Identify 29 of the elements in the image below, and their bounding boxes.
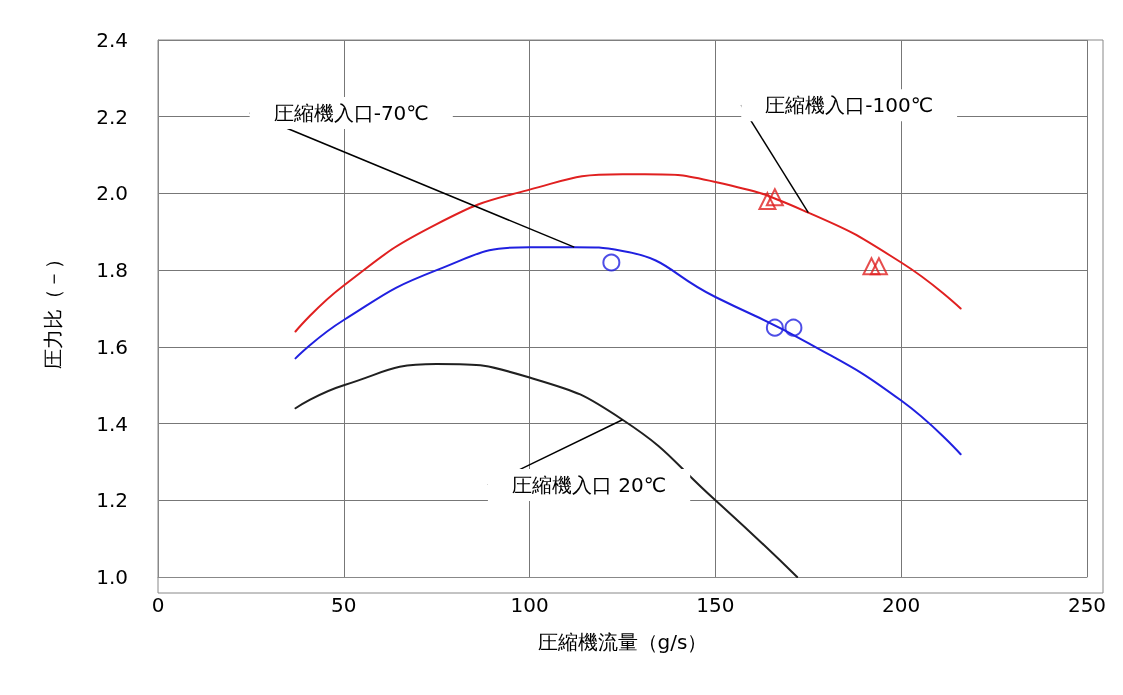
x-tick-label: 100 <box>510 593 549 617</box>
x-tick-label: 50 <box>331 593 357 617</box>
x-tick-label: 150 <box>696 593 735 617</box>
x-tick-label: 200 <box>882 593 921 617</box>
series-label: 圧縮機入口 20℃ <box>511 472 667 497</box>
y-tick-label: 2.0 <box>96 181 128 206</box>
point <box>758 192 777 211</box>
point <box>784 318 803 337</box>
point <box>765 188 784 207</box>
point <box>869 257 888 276</box>
y-tick-label: 1.6 <box>96 334 128 359</box>
line-series <box>294 246 962 456</box>
y-axis-title: 圧力比（－） <box>41 248 65 369</box>
y-tick-label: 1.8 <box>96 258 128 283</box>
x-axis-title: 圧縮機流量（g/s） <box>537 630 708 654</box>
line-series <box>294 173 962 333</box>
point <box>602 253 621 272</box>
y-tick-label: 1.0 <box>96 565 128 589</box>
text: 圧縮機入口-70℃ <box>273 100 429 125</box>
point <box>765 318 784 337</box>
line-series <box>294 363 799 578</box>
text: 圧縮機入口-100℃ <box>765 93 934 118</box>
y-tick-label: 2.2 <box>96 104 128 129</box>
x-tick-label: 0 <box>151 593 165 617</box>
point <box>862 257 881 276</box>
y-tick-label: 1.4 <box>96 411 128 436</box>
x-tick-label: 250 <box>1067 593 1107 617</box>
y-tick-label: 2.4 <box>96 28 128 52</box>
y-tick-label: 1.2 <box>96 488 128 513</box>
